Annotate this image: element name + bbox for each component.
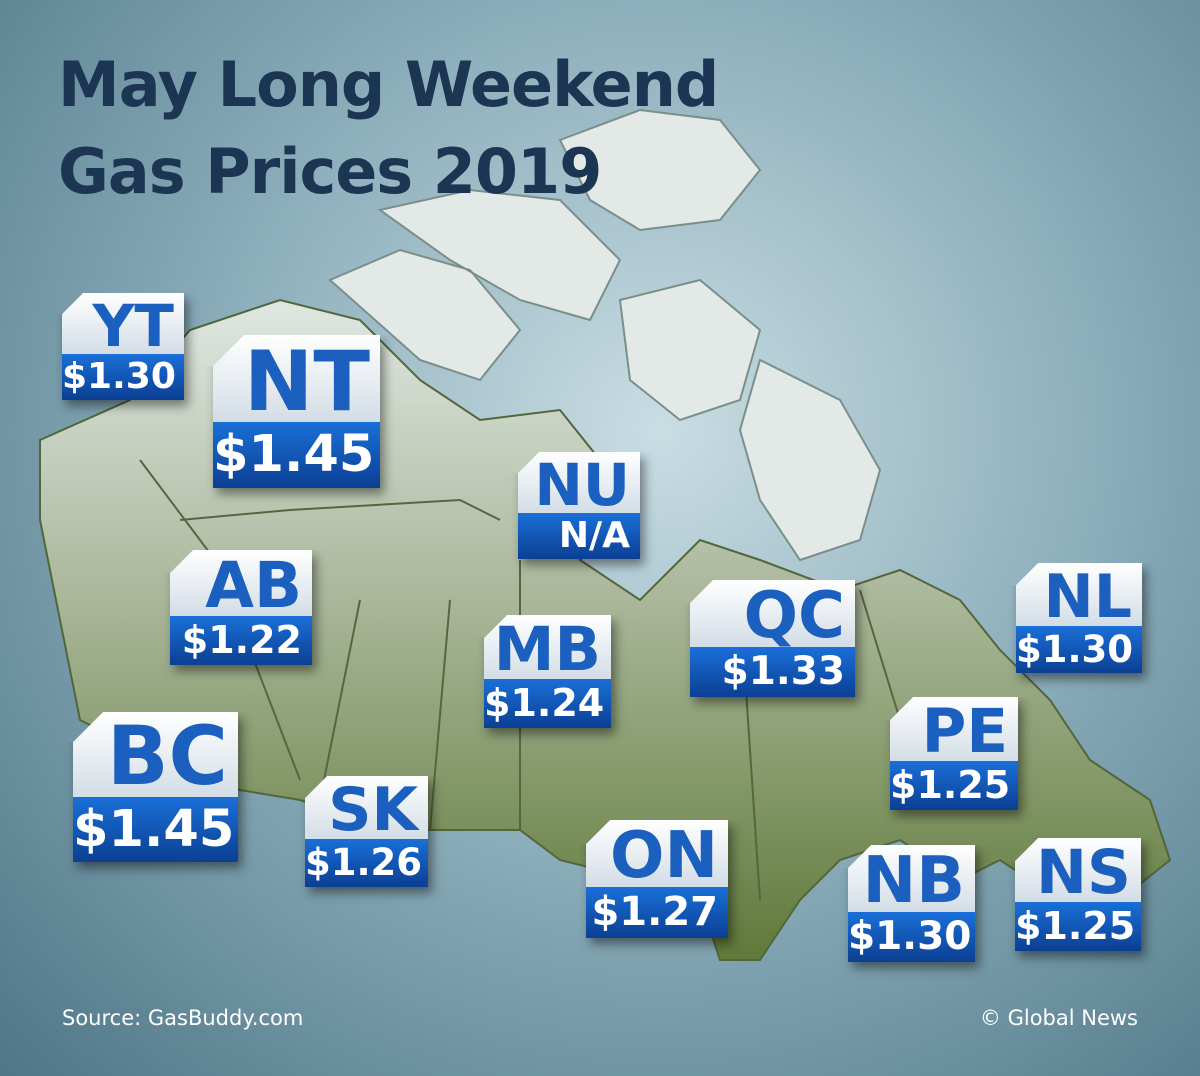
province-label: QC $1.33 xyxy=(690,580,855,697)
province-code: NU xyxy=(518,452,640,513)
province-code: NB xyxy=(848,845,975,912)
province-price: $1.26 xyxy=(305,839,428,887)
province-label: NS $1.25 xyxy=(1015,838,1141,951)
province-code: MB xyxy=(484,615,611,679)
province-price: $1.22 xyxy=(170,616,312,665)
province-price: $1.30 xyxy=(62,354,184,400)
province-label: NU N/A xyxy=(518,452,640,559)
credit: © Global News xyxy=(979,1006,1138,1030)
province-price: $1.27 xyxy=(586,887,728,938)
title-line-2: Gas Prices 2019 xyxy=(58,135,602,208)
province-label: YT $1.30 xyxy=(62,293,184,400)
province-label: NB $1.30 xyxy=(848,845,975,962)
province-price: $1.45 xyxy=(73,797,238,862)
province-label: MB $1.24 xyxy=(484,615,611,728)
province-code: YT xyxy=(62,293,184,354)
province-label: SK $1.26 xyxy=(305,776,428,887)
province-label: BC $1.45 xyxy=(73,712,238,862)
province-price: $1.25 xyxy=(1015,902,1141,951)
arctic-islands xyxy=(328,108,882,562)
province-code: PE xyxy=(890,697,1018,761)
province-label: ON $1.27 xyxy=(586,820,728,938)
province-label: NL $1.30 xyxy=(1016,563,1142,673)
province-code: AB xyxy=(170,550,312,616)
province-label: AB $1.22 xyxy=(170,550,312,665)
province-price: $1.24 xyxy=(484,679,611,728)
province-code: BC xyxy=(73,712,238,797)
province-label: PE $1.25 xyxy=(890,697,1018,810)
province-label: NT $1.45 xyxy=(213,335,380,488)
province-price: $1.33 xyxy=(690,647,855,697)
province-code: QC xyxy=(690,580,855,647)
province-code: SK xyxy=(305,776,428,839)
province-code: NT xyxy=(213,335,380,422)
province-price: $1.30 xyxy=(1016,626,1142,673)
province-code: NL xyxy=(1016,563,1142,626)
province-code: ON xyxy=(586,820,728,887)
province-price: $1.45 xyxy=(213,422,380,488)
province-price: $1.25 xyxy=(890,761,1018,810)
province-price: $1.30 xyxy=(848,912,975,962)
source: Source: GasBuddy.com xyxy=(62,1006,304,1030)
title-line-1: May Long Weekend xyxy=(58,48,719,121)
province-code: NS xyxy=(1015,838,1141,902)
province-price: N/A xyxy=(518,513,640,559)
